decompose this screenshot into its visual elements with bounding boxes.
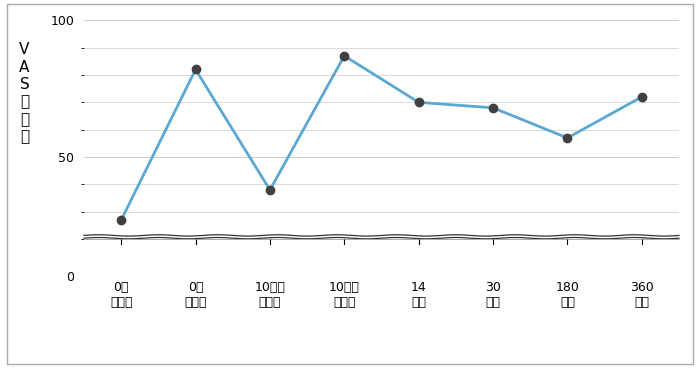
Text: V
A
S
ス
コ
ア: V A S ス コ ア	[20, 42, 29, 144]
